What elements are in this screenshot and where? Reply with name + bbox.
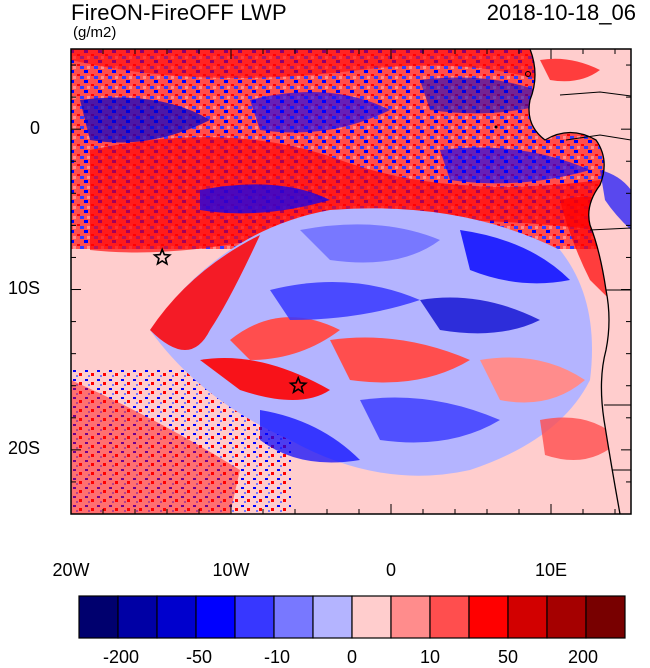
y-tick-label-20s: 20S xyxy=(7,438,40,458)
colorbar-swatch xyxy=(312,595,353,639)
colorbar-label: 200 xyxy=(567,647,599,667)
markers-layer xyxy=(152,247,308,394)
colorbar-swatch xyxy=(273,595,314,639)
colorbar-swatch xyxy=(195,595,236,639)
colorbar-swatch xyxy=(234,595,275,639)
colorbar-swatch xyxy=(117,595,158,639)
date-label: 2018-10-18_06 xyxy=(486,0,636,25)
colorbar-swatch xyxy=(468,595,509,639)
colorbar xyxy=(78,595,626,639)
y-tick-label-10s: 10S xyxy=(7,278,40,298)
colorbar-label: -200 xyxy=(102,647,140,667)
lwp-field xyxy=(71,49,631,514)
colorbar-swatch xyxy=(429,595,470,639)
map-frame xyxy=(70,48,632,515)
map-title: FireON-FireOFF LWP xyxy=(71,0,287,25)
x-tick-label-20w: 20W xyxy=(52,560,90,580)
colorbar-swatch xyxy=(351,595,392,639)
colorbar-swatch xyxy=(78,595,119,639)
axis-ticks xyxy=(70,49,631,515)
colorbar-swatch xyxy=(585,595,626,639)
colorbar-label: -10 xyxy=(263,647,290,667)
units-label: (g/m2) xyxy=(73,24,117,41)
colorbar-swatch xyxy=(390,595,431,639)
colorbar-label: -50 xyxy=(185,647,212,667)
star-marker-icon xyxy=(288,375,308,394)
colorbar-label: 10 xyxy=(419,647,441,667)
y-tick-label-0: 0 xyxy=(29,118,40,138)
colorbar-swatch xyxy=(156,595,197,639)
x-tick-label-10w: 10W xyxy=(212,560,250,580)
x-tick-label-0: 0 xyxy=(385,560,396,580)
colorbar-label: 50 xyxy=(497,647,519,667)
colorbar-swatch xyxy=(546,595,587,639)
colorbar-swatch xyxy=(507,595,548,639)
x-tick-label-10e: 10E xyxy=(534,560,568,580)
star-marker-icon xyxy=(152,247,172,266)
colorbar-label: 0 xyxy=(346,647,357,667)
